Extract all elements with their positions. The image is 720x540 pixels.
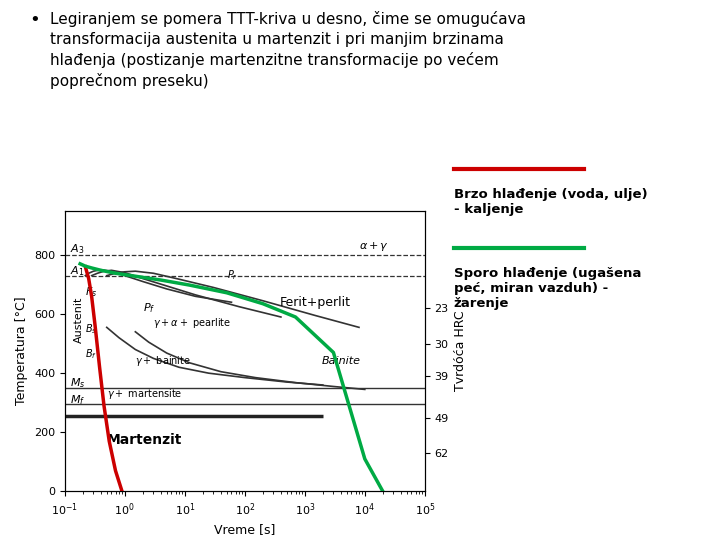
Text: Legiranjem se pomera TTT-kriva u desno, čime se omugućava
transformacija austeni: Legiranjem se pomera TTT-kriva u desno, … bbox=[50, 11, 526, 89]
X-axis label: Vreme [s]: Vreme [s] bbox=[214, 523, 276, 536]
Y-axis label: Temperatura [°C]: Temperatura [°C] bbox=[15, 296, 28, 406]
Text: $A_1$: $A_1$ bbox=[70, 264, 84, 278]
Text: $\alpha + \gamma$: $\alpha + \gamma$ bbox=[359, 240, 389, 253]
Text: $\gamma + \alpha +$ pearlite: $\gamma + \alpha +$ pearlite bbox=[153, 316, 232, 330]
Text: Brzo hlađenje (voda, ulje)
- kaljenje: Brzo hlađenje (voda, ulje) - kaljenje bbox=[454, 188, 647, 216]
Text: •: • bbox=[29, 11, 40, 29]
Text: $P_r$: $P_r$ bbox=[227, 268, 238, 282]
Text: Austenit: Austenit bbox=[73, 297, 84, 343]
Text: Bainite: Bainite bbox=[321, 356, 361, 366]
Y-axis label: Tvrdóća HRC: Tvrdóća HRC bbox=[454, 310, 467, 392]
Text: Martenzit: Martenzit bbox=[107, 433, 182, 447]
Text: $P_f$: $P_f$ bbox=[143, 302, 156, 315]
Text: $B_f$: $B_f$ bbox=[86, 347, 97, 361]
Text: Sporo hlađenje (ugašena
peć, miran vazduh) -
žarenje: Sporo hlađenje (ugašena peć, miran vazdu… bbox=[454, 267, 641, 310]
Text: $M_f$: $M_f$ bbox=[70, 393, 85, 407]
Text: $\gamma +$ martensite: $\gamma +$ martensite bbox=[107, 387, 182, 401]
Text: $B_s$: $B_s$ bbox=[86, 322, 97, 335]
Text: $\gamma +$ bainite: $\gamma +$ bainite bbox=[135, 354, 192, 368]
Text: $A_3$: $A_3$ bbox=[70, 242, 84, 256]
Text: $F_s$: $F_s$ bbox=[86, 285, 98, 299]
Text: Ferit+perlit: Ferit+perlit bbox=[280, 296, 351, 309]
Text: $M_s$: $M_s$ bbox=[70, 376, 85, 390]
